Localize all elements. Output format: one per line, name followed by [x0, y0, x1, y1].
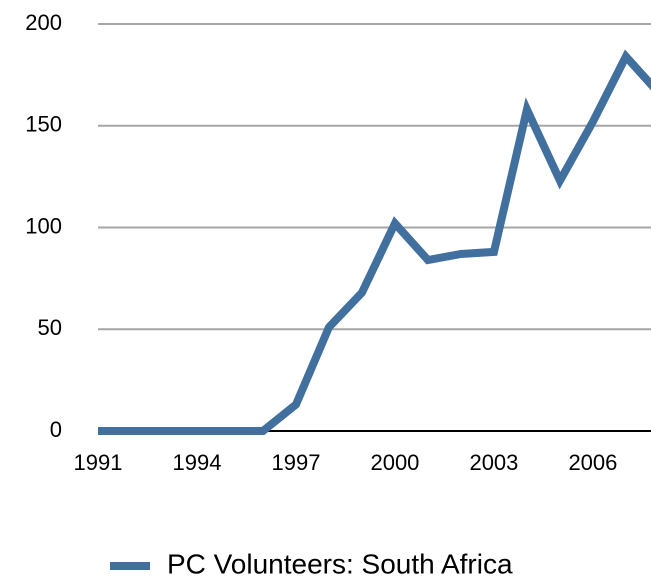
- y-tick-label: 150: [25, 112, 62, 137]
- y-tick-label: 200: [25, 10, 62, 35]
- y-tick-label: 0: [50, 417, 62, 442]
- x-tick-label: 1991: [74, 450, 123, 475]
- plot-area: [98, 49, 651, 435]
- data-line: [98, 49, 651, 435]
- y-tick-label: 100: [25, 213, 62, 238]
- x-tick-label: 1997: [271, 450, 320, 475]
- x-tick-label: 2006: [568, 450, 617, 475]
- x-tick-label: 2000: [370, 450, 419, 475]
- legend-label: PC Volunteers: South Africa: [167, 548, 513, 579]
- y-tick-label: 50: [38, 315, 62, 340]
- x-tick-label: 1994: [173, 450, 222, 475]
- x-tick-label: 2003: [469, 450, 518, 475]
